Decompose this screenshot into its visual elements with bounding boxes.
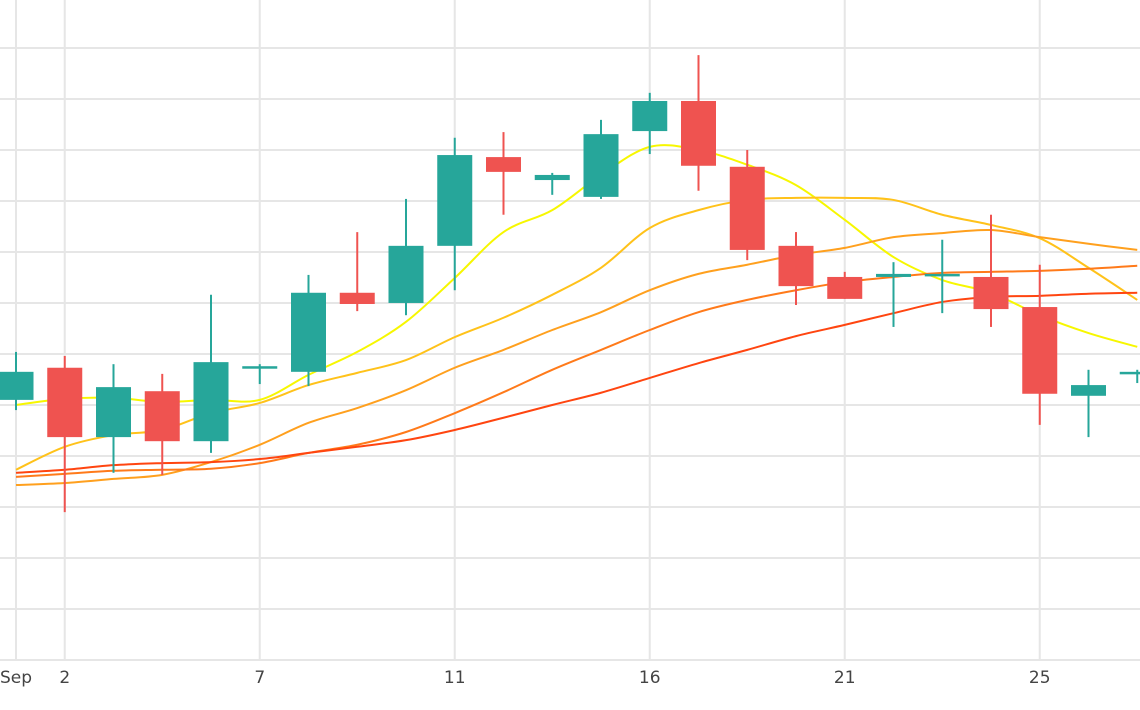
candle-increasing	[876, 262, 911, 327]
candle-body	[96, 387, 131, 438]
candle-body	[242, 366, 278, 369]
candle-body	[1022, 307, 1058, 394]
candle-body	[1119, 371, 1140, 375]
candle-body	[1071, 385, 1106, 396]
candle-body	[681, 100, 716, 166]
candle-decreasing	[47, 356, 83, 513]
x-tick-label: 21	[834, 668, 856, 688]
candle-body	[388, 245, 424, 303]
candle-increasing	[632, 92, 668, 155]
candle-decreasing	[486, 132, 521, 215]
candle-decreasing	[144, 373, 180, 475]
moving-average-line	[15, 144, 1138, 406]
candle-body	[827, 276, 863, 299]
x-tick-label: Sep	[0, 668, 32, 688]
candle-body	[973, 276, 1009, 310]
candle-body	[778, 245, 814, 287]
candle-body	[583, 134, 619, 197]
x-tick-label: 25	[1029, 668, 1051, 688]
candle-increasing	[924, 239, 960, 314]
candle-increasing	[291, 274, 326, 387]
candle-body	[0, 371, 34, 400]
moving-average-line	[15, 264, 1138, 478]
moving-average-line	[15, 228, 1138, 487]
candle-decreasing	[827, 271, 863, 299]
candle-increasing	[1071, 369, 1106, 438]
candle-body	[47, 367, 83, 438]
candle-decreasing	[973, 214, 1009, 327]
candle-body	[876, 273, 911, 277]
candle-increasing	[0, 351, 34, 411]
candle-body	[534, 174, 570, 181]
candle-body	[924, 273, 960, 277]
candle-body	[632, 100, 668, 132]
candle-increasing	[193, 294, 229, 453]
moving-average-line	[15, 291, 1138, 474]
candle-increasing	[534, 172, 570, 195]
candle-body	[486, 157, 521, 172]
x-tick-label: 2	[59, 668, 70, 688]
x-tick-label: 11	[444, 668, 466, 688]
candle-decreasing	[778, 232, 814, 306]
candles	[0, 55, 1140, 513]
candle-decreasing	[681, 55, 716, 191]
x-tick-label: 16	[639, 668, 661, 688]
candle-body	[729, 166, 765, 250]
candle-body	[144, 391, 180, 442]
candle-body	[291, 292, 326, 372]
candle-decreasing	[339, 232, 375, 312]
candle-increasing	[1119, 369, 1140, 384]
candle-increasing	[388, 198, 424, 316]
candle-decreasing	[1022, 264, 1058, 425]
moving-average-line	[15, 196, 1138, 471]
candle-increasing	[583, 119, 619, 199]
x-axis-ticks: Sep 2 7 11 16 21 25	[0, 668, 1051, 688]
grid	[0, 0, 1140, 661]
candle-decreasing	[729, 149, 765, 261]
candle-increasing	[437, 137, 473, 291]
candle-body	[339, 292, 375, 304]
candle-increasing	[242, 364, 278, 385]
candle-increasing	[96, 364, 131, 473]
x-tick-label: 7	[254, 668, 265, 688]
candle-body	[437, 155, 473, 246]
moving-average-lines	[15, 144, 1138, 487]
candle-body	[193, 362, 229, 442]
